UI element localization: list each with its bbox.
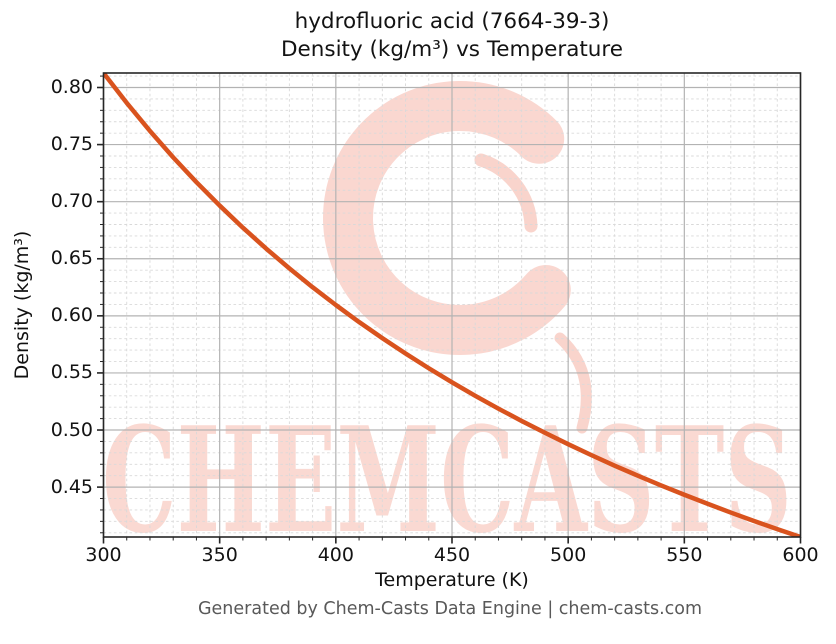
major-gridlines — [102, 73, 802, 537]
x-tick-label: 450 — [433, 544, 471, 566]
footer-credit: Generated by Chem-Casts Data Engine | ch… — [197, 599, 703, 619]
x-tick-label: 350 — [201, 544, 238, 566]
chem-casts-brush-c-logo — [323, 81, 592, 434]
y-tick-label: 0.65 — [50, 247, 93, 270]
x-tick-label: 500 — [550, 544, 587, 566]
y-tick-label: 0.80 — [50, 76, 93, 98]
x-tick-label: 300 — [85, 544, 122, 566]
density-curve — [103, 73, 801, 537]
y-tick-label: 0.75 — [50, 133, 93, 156]
x-axis-label: Temperature (K) — [375, 569, 529, 591]
x-tick-label: 400 — [317, 544, 354, 566]
y-tick-label: 0.55 — [50, 361, 93, 384]
y-tick-label: 0.60 — [50, 304, 93, 327]
chart-title-line2: Density (kg/m³) vs Temperature — [280, 37, 624, 62]
watermark-group: CHEMCASTS — [102, 81, 792, 566]
watermark-text: CHEMCASTS — [102, 396, 792, 566]
y-tick-label: 0.45 — [50, 475, 93, 498]
x-tick-label: 600 — [782, 544, 819, 566]
chart-title: hydrofluoric acid (7664-39-3) Density (k… — [281, 8, 623, 64]
axes-spines-and-ticks — [97, 72, 802, 544]
y-tick-label: 0.70 — [50, 190, 93, 213]
x-tick-label: 550 — [666, 544, 703, 566]
chart-title-line1: hydrofluoric acid (7664-39-3) — [294, 9, 610, 34]
y-tick-label: 0.50 — [50, 418, 93, 441]
